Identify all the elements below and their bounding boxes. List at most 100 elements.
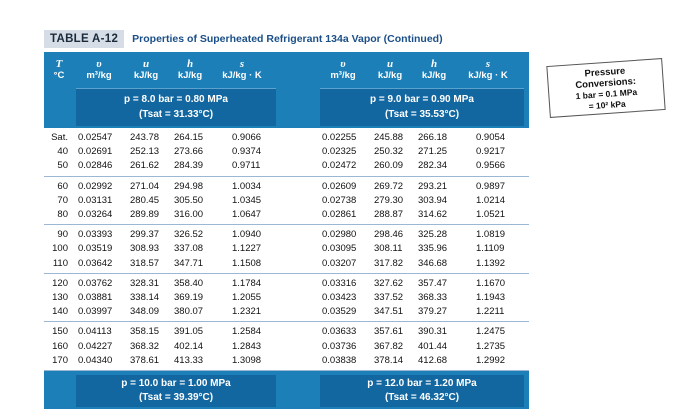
- col-s-unit-left: kJ/kg · K: [222, 70, 262, 81]
- pressure-label: p = 10.0 bar = 1.00 MPa: [121, 378, 231, 389]
- volume-cell: 0.02691: [78, 146, 113, 158]
- pressure-label: p = 8.0 bar = 0.80 MPa: [124, 94, 228, 105]
- entropy-cell: 1.1227: [232, 243, 262, 255]
- entropy-cell: 1.2055: [232, 292, 262, 303]
- enthalpy-cell: 314.62: [418, 209, 448, 220]
- entropy-cell: 1.0345: [232, 194, 262, 206]
- row-group-divider: [44, 321, 529, 323]
- internal-energy-cell: 328.31: [130, 277, 160, 289]
- volume-cell: 0.03393: [78, 229, 113, 241]
- entropy-cell: 0.9711: [232, 160, 261, 172]
- internal-energy-cell: 298.46: [374, 229, 404, 241]
- col-s-unit-right: kJ/kg · K: [468, 70, 508, 81]
- temperature-cell: 80: [57, 209, 68, 220]
- row-group-divider: [44, 175, 529, 177]
- temperature-cell: 170: [52, 354, 68, 366]
- volume-cell: 0.03131: [78, 194, 113, 206]
- internal-energy-cell: 337.52: [374, 292, 404, 303]
- table-body: Sat. 0.02547 243.78 264.15 0.9066 0.02255 245.…: [44, 128, 529, 386]
- internal-energy-cell: 260.09: [374, 160, 404, 172]
- col-u-symbol-left: u: [142, 58, 150, 70]
- volume-cell: 0.02861: [322, 209, 357, 220]
- entropy-cell: 0.9566: [476, 160, 506, 172]
- enthalpy-cell: 347.71: [174, 257, 204, 269]
- col-T-symbol: T: [55, 58, 63, 70]
- internal-energy-cell: 358.15: [130, 326, 160, 338]
- saturation-temp-label: (Tsat = 39.39°C): [138, 392, 214, 403]
- enthalpy-cell: 326.52: [174, 229, 204, 241]
- internal-energy-cell: 367.82: [374, 340, 404, 352]
- enthalpy-cell: 325.28: [418, 229, 448, 241]
- volume-cell: 0.03316: [322, 277, 357, 289]
- volume-cell: 0.03838: [322, 354, 357, 366]
- volume-cell: 0.02980: [322, 229, 357, 241]
- internal-energy-cell: 280.45: [130, 194, 160, 206]
- enthalpy-cell: 413.33: [174, 354, 204, 366]
- internal-energy-cell: 308.93: [130, 243, 160, 255]
- temperature-cell: 50: [57, 160, 68, 172]
- enthalpy-cell: 379.27: [418, 306, 448, 318]
- enthalpy-cell: 293.21: [418, 180, 448, 192]
- entropy-cell: 1.1508: [232, 257, 262, 269]
- entropy-cell: 1.2843: [232, 340, 262, 352]
- col-T-unit: °C: [53, 70, 65, 81]
- volume-cell: 0.04113: [78, 326, 112, 338]
- entropy-cell: 1.0034: [232, 180, 262, 192]
- volume-cell: 0.02547: [78, 132, 113, 143]
- volume-cell: 0.03736: [322, 340, 357, 352]
- internal-energy-cell: 338.14: [130, 292, 160, 303]
- temperature-cell: 60: [57, 180, 68, 192]
- entropy-cell: 1.0819: [476, 229, 506, 241]
- col-v-symbol-right: υ: [340, 58, 346, 70]
- entropy-cell: 1.1392: [476, 257, 506, 269]
- internal-energy-cell: 317.82: [374, 257, 404, 269]
- entropy-cell: 0.9054: [476, 132, 506, 143]
- temperature-cell: 130: [52, 292, 68, 303]
- temperature-cell: 160: [52, 340, 68, 352]
- entropy-cell: 0.9217: [476, 146, 506, 158]
- volume-cell: 0.02992: [78, 180, 113, 192]
- row-group-divider: [44, 272, 529, 274]
- pressure-block-9bar: p = 9.0 bar = 0.90 MPa (Tsat = 35.53°C): [320, 88, 524, 126]
- entropy-cell: 1.1109: [476, 243, 505, 255]
- enthalpy-cell: 391.05: [174, 326, 204, 338]
- internal-energy-cell: 348.09: [130, 306, 160, 318]
- enthalpy-cell: 402.14: [174, 340, 204, 352]
- internal-energy-cell: 368.32: [130, 340, 160, 352]
- enthalpy-cell: 284.39: [174, 160, 204, 172]
- volume-cell: 0.03207: [322, 257, 357, 269]
- col-v-unit-right: m³/kg: [330, 70, 356, 81]
- volume-cell: 0.03762: [78, 277, 113, 289]
- volume-cell: 0.03642: [78, 257, 113, 269]
- pressure-block-10bar: p = 10.0 bar = 1.00 MPa (Tsat = 39.39°C): [76, 375, 276, 407]
- internal-energy-cell: 243.78: [130, 132, 160, 143]
- col-u-unit-right: kJ/kg: [377, 70, 403, 81]
- saturation-temp-label: (Tsat = 31.33°C): [138, 109, 214, 120]
- volume-cell: 0.03264: [78, 209, 113, 220]
- row-group-divider: [44, 370, 529, 371]
- volume-cell: 0.03881: [78, 292, 113, 303]
- entropy-cell: 1.0214: [476, 194, 506, 206]
- entropy-cell: 1.2211: [476, 306, 505, 318]
- temperature-cell: 110: [52, 257, 68, 269]
- pressure-block-8bar: p = 8.0 bar = 0.80 MPa (Tsat = 31.33°C): [76, 88, 276, 126]
- enthalpy-cell: 316.00: [174, 209, 204, 220]
- enthalpy-cell: 294.98: [174, 180, 204, 192]
- enthalpy-cell: 266.18: [418, 132, 448, 143]
- col-h-symbol-right: h: [430, 58, 438, 70]
- enthalpy-cell: 346.68: [418, 257, 448, 269]
- entropy-cell: 1.2584: [232, 326, 262, 338]
- enthalpy-cell: 337.08: [174, 243, 204, 255]
- entropy-cell: 1.0647: [232, 209, 262, 220]
- temperature-cell: 70: [57, 194, 68, 206]
- volume-cell: 0.02738: [322, 194, 357, 206]
- enthalpy-cell: 303.94: [418, 194, 448, 206]
- pressure-block-12bar: p = 12.0 bar = 1.20 MPa (Tsat = 46.32°C): [320, 375, 524, 407]
- volume-cell: 0.02255: [322, 132, 357, 143]
- entropy-cell: 0.9897: [476, 180, 506, 192]
- col-v-symbol-left: υ: [96, 58, 102, 70]
- temperature-cell: 90: [57, 229, 68, 241]
- volume-cell: 0.02472: [322, 160, 357, 172]
- enthalpy-cell: 264.15: [174, 132, 204, 143]
- entropy-cell: 1.0521: [476, 209, 506, 220]
